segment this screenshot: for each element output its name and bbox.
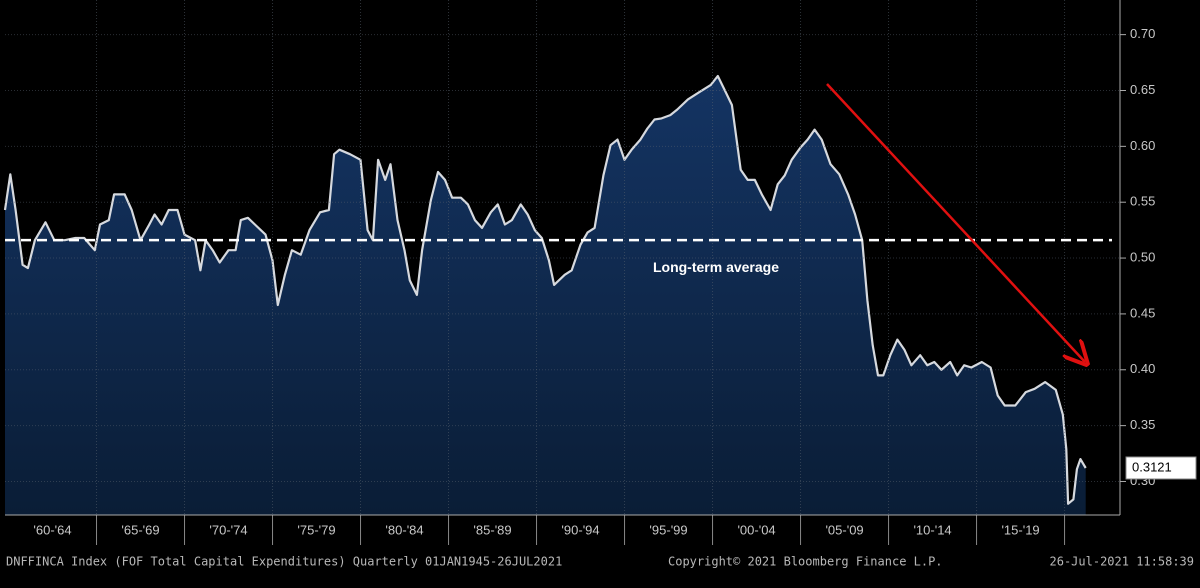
last-value-label: 0.3121 [1132, 459, 1172, 474]
x-tick-label: '95-'99 [649, 522, 687, 537]
y-tick-label: 0.65 [1130, 82, 1155, 97]
x-tick-label: '65-'69 [121, 522, 159, 537]
y-tick-label: 0.70 [1130, 26, 1155, 41]
footer-source: DNFFINCA Index (FOF Total Capital Expend… [6, 555, 562, 569]
y-tick-label: 0.45 [1130, 305, 1155, 320]
line [3, 74, 1087, 505]
x-tick-label: '85-'89 [473, 522, 511, 537]
y-tick-label: 0.40 [1130, 361, 1155, 376]
x-tick-label: '80-'84 [385, 522, 423, 537]
x-tick-label: '10-'14 [913, 522, 951, 537]
x-tick-label: '15-'19 [1001, 522, 1039, 537]
x-tick-label: '05-'09 [825, 522, 863, 537]
y-tick-label: 0.35 [1130, 417, 1155, 432]
area [5, 76, 1086, 515]
last-value-box [1125, 456, 1197, 480]
y-tick-label: 0.60 [1130, 138, 1155, 153]
y-tick-label: 0.50 [1130, 249, 1155, 264]
x-tick-label: '00-'04 [737, 522, 775, 537]
footer-copyright: Copyright© 2021 Bloomberg Finance L.P. [668, 555, 943, 569]
x-tick-label: '75-'79 [297, 522, 335, 537]
x-tick-label: '60-'64 [33, 522, 71, 537]
trend-arrow [826, 83, 1085, 362]
x-tick-label: '90-'94 [561, 522, 599, 537]
x-tick-label: '70-'74 [209, 522, 247, 537]
average-label: Long-term average [653, 259, 779, 275]
plot-area: Long-term average0.300.350.400.450.500.5… [3, 0, 1197, 545]
footer-timestamp: 26-Jul-2021 11:58:39 [1050, 555, 1195, 569]
y-tick-label: 0.55 [1130, 194, 1155, 209]
